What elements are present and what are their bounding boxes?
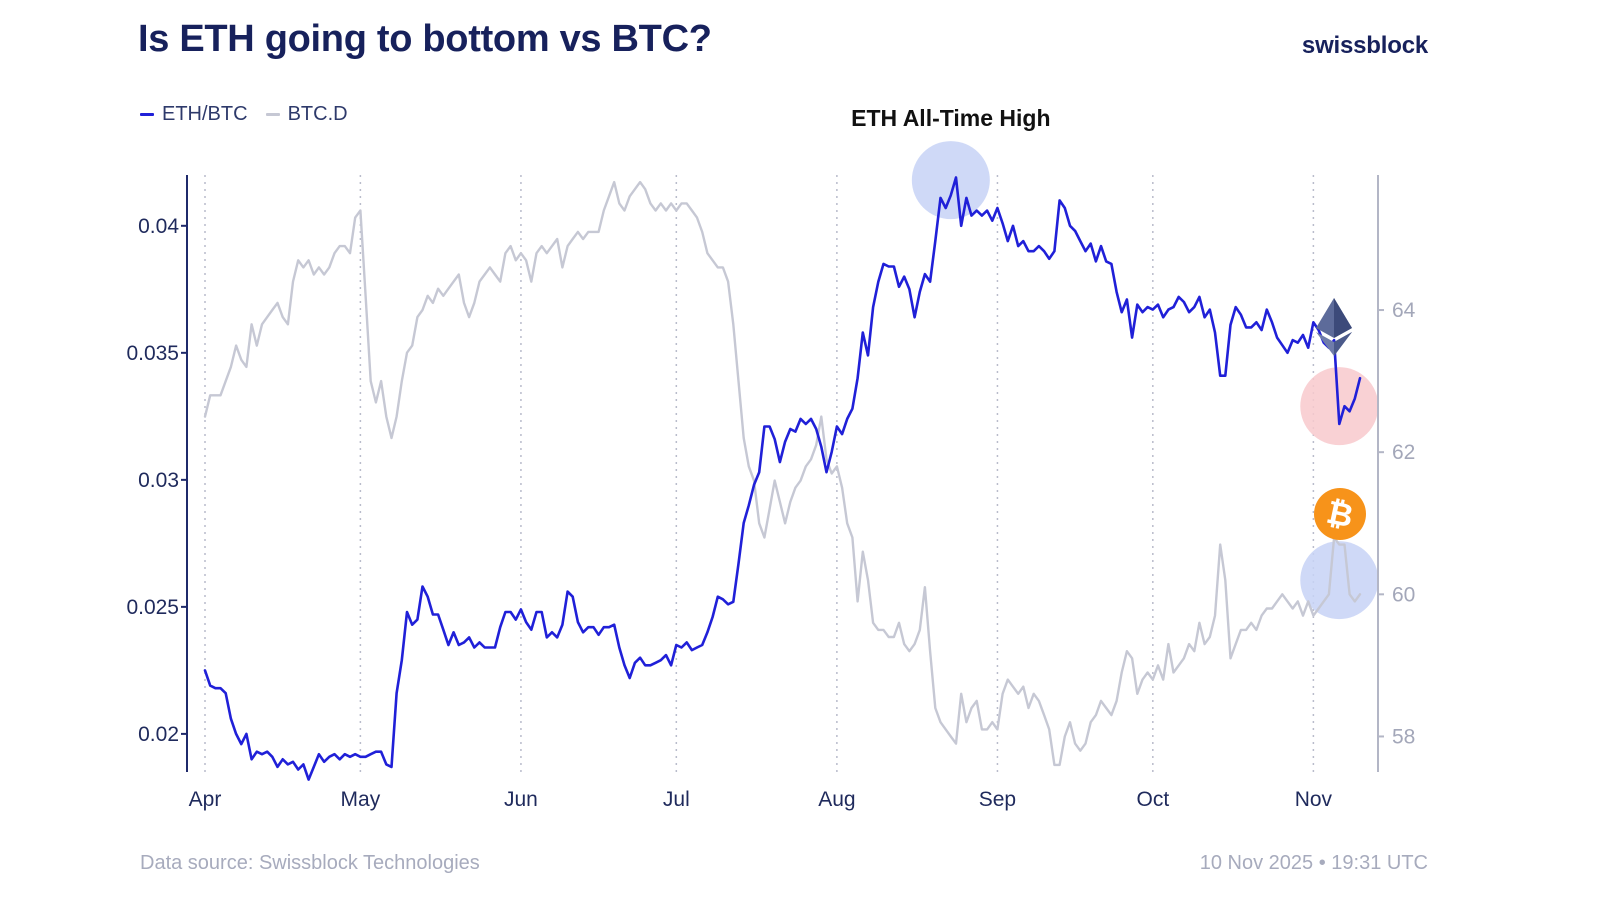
- right-tick-label: 60: [1392, 583, 1415, 606]
- right-tick-label: 58: [1392, 725, 1415, 748]
- annotation-label: ETH All-Time High: [851, 105, 1050, 131]
- highlight-circle: [1300, 541, 1379, 620]
- legend-swatch-eth-btc: [140, 113, 154, 116]
- left-tick-label: 0.035: [126, 342, 179, 365]
- legend-label-eth-btc: ETH/BTC: [162, 103, 248, 125]
- left-tick-label: 0.03: [138, 469, 179, 492]
- brand-logo: swissblock: [1301, 32, 1428, 59]
- timestamp: 10 Nov 2025 • 19:31 UTC: [1199, 852, 1428, 874]
- x-tick-label: Oct: [1136, 788, 1169, 811]
- x-tick-label: Jun: [504, 788, 538, 811]
- bitcoin-coin-icon: ₿: [1314, 488, 1366, 540]
- x-tick-label: Aug: [818, 788, 855, 811]
- axis-layer: Apr May Jun Jul Aug Sep Oct Nov 0.02 0.025 0.03 0.0…: [126, 105, 1415, 811]
- left-tick-label: 0.02: [138, 723, 179, 746]
- x-tick-label: May: [341, 788, 381, 811]
- x-tick-label: Sep: [979, 788, 1016, 811]
- legend-label-btc-d: BTC.D: [287, 103, 348, 125]
- right-tick-label: 64: [1392, 299, 1416, 322]
- grid-layer: [204, 175, 1315, 772]
- icon-layer: ₿: [1314, 298, 1366, 540]
- left-tick-label: 0.025: [126, 596, 179, 619]
- left-tick-label: 0.04: [138, 215, 179, 238]
- series-line-btc-d: [203, 180, 1362, 767]
- legend-item-btc-d: BTC.D: [265, 103, 348, 126]
- legend-item-eth-btc: ETH/BTC: [140, 103, 248, 126]
- right-tick-label: 62: [1392, 441, 1415, 464]
- highlight-circle: [911, 141, 990, 220]
- x-tick-label: Jul: [663, 788, 690, 811]
- series-line-eth-btc: [203, 176, 1362, 781]
- x-tick-label: Apr: [189, 788, 222, 811]
- data-source-note: Data source: Swissblock Technologies: [140, 852, 480, 874]
- highlight-layer: [911, 141, 1379, 620]
- chart-legend: ETH/BTC BTC.D: [140, 103, 348, 126]
- chart-title: Is ETH going to bottom vs BTC?: [138, 18, 712, 60]
- x-tick-label: Nov: [1295, 788, 1333, 811]
- legend-swatch-btc-d: [265, 113, 280, 116]
- ethereum-diamond-icon: [1316, 298, 1352, 356]
- series-layer: [203, 176, 1362, 781]
